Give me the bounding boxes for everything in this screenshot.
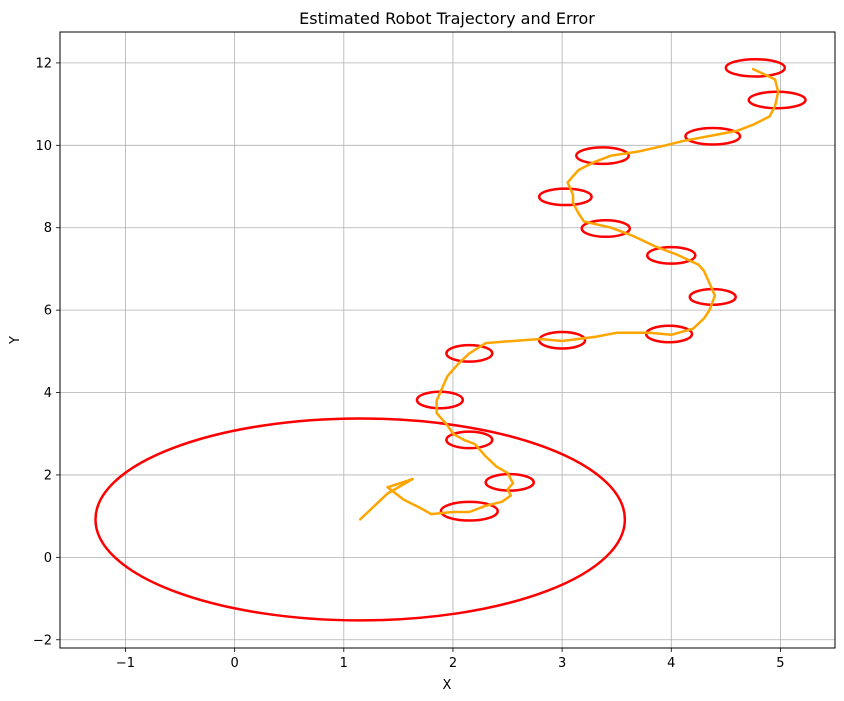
error-ellipse xyxy=(684,126,742,146)
plot-area xyxy=(94,57,807,622)
x-tick-label: 2 xyxy=(449,656,457,671)
error-ellipse xyxy=(580,219,632,239)
axes-frame xyxy=(59,31,836,649)
trajectory-line xyxy=(358,67,780,521)
y-tick-label: 6 xyxy=(44,304,52,319)
chart-title: Estimated Robot Trajectory and Error xyxy=(299,9,595,28)
x-tick-label: 4 xyxy=(667,656,675,671)
error-ellipse xyxy=(94,417,627,622)
error-ellipse xyxy=(439,500,499,522)
data-marks xyxy=(94,57,807,622)
x-axis-ticks: −1 0 1 2 3 4 5 xyxy=(116,648,785,671)
x-tick-label: −1 xyxy=(116,656,135,671)
error-ellipse xyxy=(724,57,787,78)
y-tick-label: 10 xyxy=(35,139,52,154)
error-ellipse xyxy=(484,472,535,492)
x-tick-label: 3 xyxy=(558,656,566,671)
error-ellipse xyxy=(575,146,630,166)
y-tick-label: 0 xyxy=(44,551,52,566)
error-ellipse xyxy=(537,187,593,207)
error-ellipse xyxy=(445,430,494,450)
error-ellipse xyxy=(646,245,697,265)
x-tick-label: 5 xyxy=(776,656,784,671)
y-tick-label: 8 xyxy=(44,221,52,236)
x-tick-label: 1 xyxy=(340,656,348,671)
y-tick-label: 2 xyxy=(44,468,52,483)
y-axis-ticks: −2 0 2 4 6 8 10 12 xyxy=(33,56,60,648)
y-axis-label: Y xyxy=(8,336,23,345)
x-axis-label: X xyxy=(443,678,452,693)
error-ellipse xyxy=(445,343,494,363)
x-tick-label: 0 xyxy=(231,656,239,671)
y-tick-label: −2 xyxy=(33,633,52,648)
y-tick-label: 4 xyxy=(44,386,52,401)
y-tick-label: 12 xyxy=(35,56,52,71)
